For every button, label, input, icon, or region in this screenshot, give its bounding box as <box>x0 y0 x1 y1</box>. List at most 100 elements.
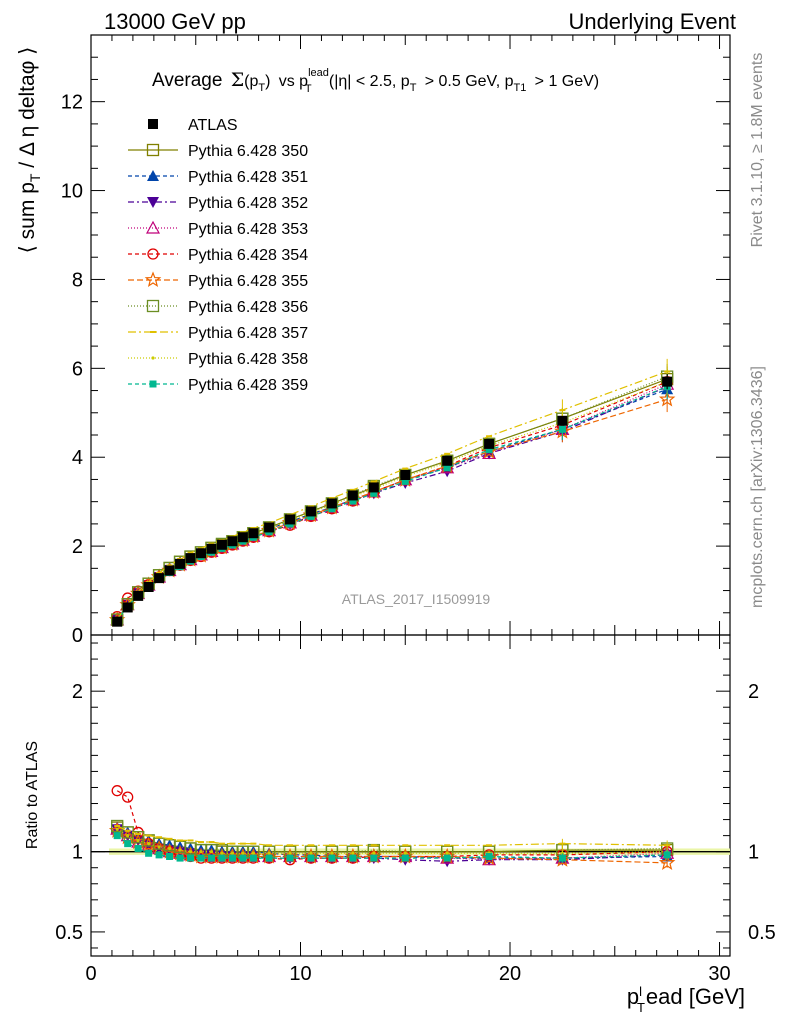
series-359-point <box>349 497 357 505</box>
atlas-data-point <box>185 553 196 564</box>
series-359-ratio-point <box>249 854 257 862</box>
series-359-ratio-point <box>401 854 409 862</box>
atlas-data-point <box>347 490 358 501</box>
mcplots-label: mcplots.cern.ch [arXiv:1306.3436] <box>749 366 766 608</box>
atlas-data-point <box>216 539 227 550</box>
legend-354-marker <box>147 248 159 260</box>
series-359-point <box>401 477 409 485</box>
series-357-point <box>156 571 163 574</box>
series-358-ratio-point <box>147 842 151 846</box>
atlas-data-point <box>164 565 175 576</box>
legend-352-marker <box>147 197 159 208</box>
ratio-plot-frame <box>90 634 731 957</box>
series-354-line <box>116 381 668 617</box>
series-357-point <box>328 497 335 500</box>
series-350-line <box>116 378 668 621</box>
atlas-data-point <box>206 543 217 554</box>
main-plot-frame <box>90 34 731 636</box>
header-left: 13000 GeV pp <box>104 9 246 34</box>
legend-354-label: Pythia 6.428 354 <box>188 247 308 264</box>
x-tick-label: 30 <box>708 963 730 985</box>
series-358-ratio-point <box>178 848 182 852</box>
series-358-ratio-point <box>230 851 235 855</box>
series-357-ratio-point <box>166 837 173 840</box>
series-357-ratio-point <box>559 842 566 845</box>
series-357-point <box>166 564 173 567</box>
series-358-ratio-point <box>251 851 255 855</box>
legend-358-marker <box>151 356 155 360</box>
series-351-line <box>116 388 668 621</box>
main-y-tick-label: 12 <box>61 92 83 114</box>
series-357-ratio-point <box>349 844 356 847</box>
legend-351-marker <box>147 170 159 181</box>
legend-355-label: Pythia 6.428 355 <box>188 273 308 290</box>
main-y-tick-label: 0 <box>72 625 83 647</box>
series-357-point <box>402 467 409 470</box>
atlas-data-point <box>326 498 337 509</box>
series-359-point <box>485 446 493 454</box>
series-359-ratio-point <box>239 854 247 862</box>
atlas-data-point <box>484 438 495 449</box>
series-359-ratio-point <box>485 852 493 860</box>
series-359-ratio-point <box>113 832 121 840</box>
main-y-tick-label: 4 <box>72 447 83 469</box>
ratio-y-axis-label: Ratio to ATLAS <box>24 741 41 849</box>
atlas-data-point <box>195 548 206 559</box>
atlas-data-point <box>248 528 259 539</box>
series-357-ratio-point <box>287 844 294 847</box>
main-y-axis: 0 2 4 6 8 10 12 <box>61 56 730 647</box>
series-357-point <box>444 452 451 455</box>
series-359-ratio-point <box>197 854 205 862</box>
series-359-ratio-point <box>187 854 195 862</box>
main-x-axis <box>90 35 721 635</box>
series-359-ratio-point <box>134 844 142 852</box>
ratio-y-tick-label-right: 2 <box>748 681 759 703</box>
x-tick-label: 10 <box>289 963 311 985</box>
atlas-data-point <box>112 616 123 627</box>
series-357-ratio-point <box>197 841 204 844</box>
series-357-ratio-point <box>218 842 225 845</box>
main-y-tick-label: 2 <box>72 536 83 558</box>
series-358-ratio-point <box>445 851 449 855</box>
atlas-data-point <box>237 532 248 543</box>
series-359-ratio-point <box>145 849 153 857</box>
series-358-ratio-point <box>288 851 292 855</box>
legend-359-marker <box>149 380 157 388</box>
series-359-ratio-point <box>218 854 226 862</box>
series-359-ratio-point <box>443 854 451 862</box>
series-355-ratio-point <box>658 854 676 870</box>
main-y-axis-label: ⟨ sum pT / Δ η deltaφ ⟩ <box>16 47 43 254</box>
series-357-ratio-point <box>177 839 184 842</box>
atlas-data-point <box>305 506 316 517</box>
legend-356-label: Pythia 6.428 356 <box>188 299 308 316</box>
legend-352-label: Pythia 6.428 352 <box>188 195 308 212</box>
series-357-ratio-point <box>250 842 257 845</box>
series-359-ratio-point <box>370 854 378 862</box>
legend-355-marker <box>144 271 162 288</box>
ratio-y-tick-label: 2 <box>72 681 83 703</box>
legend-label-atlas: ATLAS <box>188 117 238 134</box>
series-352-line <box>116 386 668 621</box>
atlas-data-point <box>143 582 154 592</box>
series-359-point <box>443 464 451 472</box>
series-359-ratio-point <box>558 854 566 862</box>
series-358-ratio-point <box>188 850 193 854</box>
series-358-ratio-point <box>372 851 376 855</box>
series-357-ratio-point <box>307 844 314 847</box>
main-y-tick-label: 10 <box>61 181 83 203</box>
rivet-label: Rivet 3.1.10, ≥ 1.8M events <box>749 53 766 248</box>
legend-357-marker <box>150 331 156 333</box>
atlas-data-point <box>285 514 296 525</box>
header-right: Underlying Event <box>568 9 736 34</box>
series-357-ratio-point <box>124 829 131 832</box>
legend-353-label: Pythia 6.428 353 <box>188 221 308 238</box>
ratio-y-tick-label: 0.5 <box>55 922 83 944</box>
ratio-y-tick-label-right: 0.5 <box>748 922 776 944</box>
series-357-point <box>559 409 566 412</box>
x-tick-label: 0 <box>85 963 96 985</box>
ratio-y-tick-label: 1 <box>72 842 83 864</box>
series-357-ratio-point <box>328 844 335 847</box>
atlas-data-point <box>122 602 133 613</box>
series-356-line <box>116 376 668 620</box>
